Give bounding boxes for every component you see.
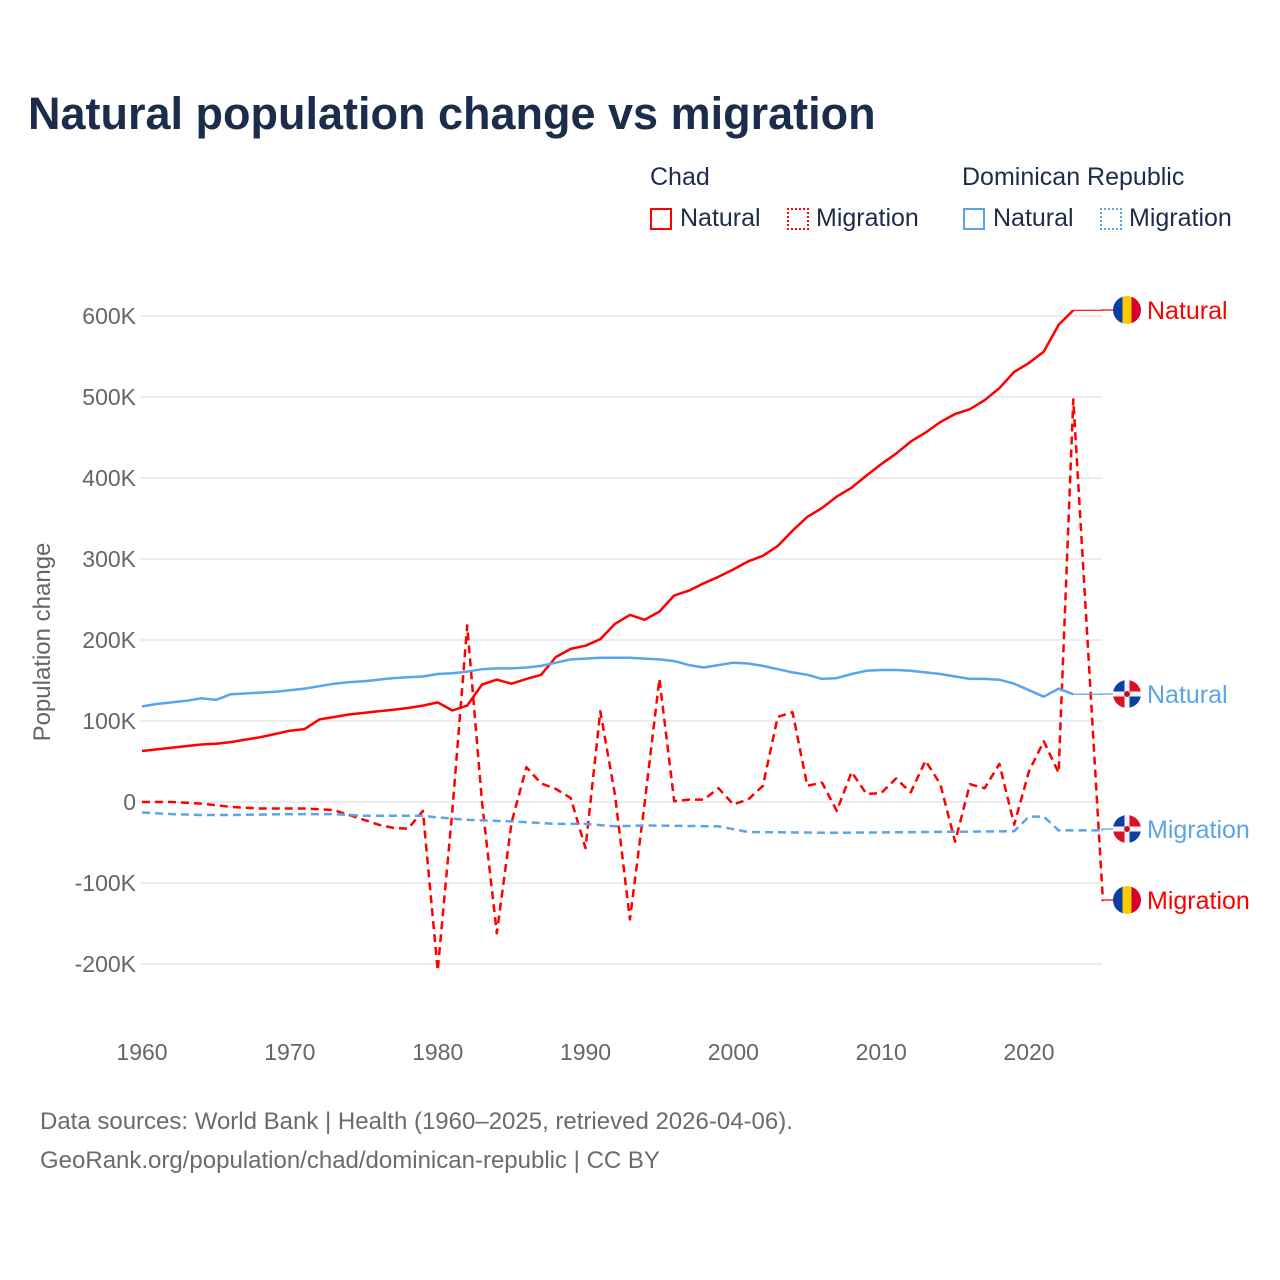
- end-label: Natural: [1147, 681, 1228, 709]
- footer-link[interactable]: GeoRank.org/population/chad/dominican-re…: [40, 1147, 660, 1174]
- legend-swatch-chad-migration: [787, 208, 809, 230]
- legend-swatch-chad-natural: [650, 208, 672, 230]
- flag-clip: [1113, 815, 1141, 843]
- label-connector: [1101, 899, 1113, 902]
- dominican-republic-flag-icon: [1113, 815, 1141, 843]
- y-tick-label: 300K: [82, 546, 136, 572]
- x-tick-label: 2000: [708, 1039, 759, 1065]
- legend-group-dominican-republic: Dominican Republic: [962, 163, 1185, 191]
- series-line-chad-migration: [142, 398, 1105, 972]
- x-tick-label: 1990: [560, 1039, 611, 1065]
- footer-sources: Data sources: World Bank | Health (1960–…: [40, 1108, 793, 1135]
- chart-title: Natural population change vs migration: [28, 88, 876, 139]
- legend-item-dr-migration[interactable]: Migration: [1129, 204, 1232, 232]
- x-tick-label: 2020: [1003, 1039, 1054, 1065]
- flag-quarter: [1113, 696, 1125, 708]
- chad-flag-icon: [1113, 886, 1141, 914]
- y-tick-label: -100K: [75, 870, 137, 896]
- legend-item-chad-natural[interactable]: Natural: [680, 204, 761, 232]
- y-tick-label: 600K: [82, 303, 136, 329]
- end-label: Migration: [1147, 816, 1250, 844]
- x-tick-label: 1980: [412, 1039, 463, 1065]
- legend-group-chad: Chad: [650, 163, 710, 191]
- legend-swatch-dr-natural: [963, 208, 985, 230]
- series-line-dominican-republic-natural: [141, 656, 1074, 708]
- flag-stripe: [1113, 886, 1123, 914]
- y-tick-label: 0: [123, 789, 136, 815]
- flag-stripe: [1122, 886, 1132, 914]
- dominican-republic-flag-icon: [1113, 680, 1141, 708]
- y-axis-label: Population change: [29, 543, 56, 742]
- end-label: Migration: [1147, 887, 1250, 915]
- flag-clip: [1113, 886, 1141, 914]
- end-label: Natural: [1147, 297, 1228, 325]
- flag-quarter: [1113, 831, 1125, 843]
- legend-swatch-dr-migration: [1100, 208, 1122, 230]
- x-tick-label: 1970: [264, 1039, 315, 1065]
- flag-stripe: [1131, 296, 1141, 324]
- y-tick-label: 100K: [82, 708, 136, 734]
- chad-flag-icon: [1113, 296, 1141, 324]
- flag-stripe: [1113, 296, 1123, 324]
- flag-emblem: [1124, 691, 1130, 697]
- flag-clip: [1113, 296, 1141, 324]
- y-tick-label: 200K: [82, 627, 136, 653]
- flag-clip: [1113, 680, 1141, 708]
- flag-emblem: [1124, 826, 1130, 832]
- label-connector: [1101, 828, 1113, 831]
- series-line-chad-natural: [141, 309, 1075, 753]
- flag-quarter: [1113, 815, 1125, 827]
- y-tick-label: 400K: [82, 465, 136, 491]
- legend-item-chad-migration[interactable]: Migration: [816, 204, 919, 232]
- flag-quarter: [1129, 815, 1141, 827]
- flag-quarter: [1113, 680, 1125, 692]
- x-tick-label: 1960: [116, 1039, 167, 1065]
- legend-item-dr-natural[interactable]: Natural: [993, 204, 1074, 232]
- y-tick-label: -200K: [75, 951, 137, 977]
- flag-stripe: [1122, 296, 1132, 324]
- flag-stripe: [1131, 886, 1141, 914]
- x-tick-label: 2010: [856, 1039, 907, 1065]
- flag-quarter: [1129, 696, 1141, 708]
- y-tick-label: 500K: [82, 384, 136, 410]
- flag-quarter: [1129, 680, 1141, 692]
- flag-quarter: [1129, 831, 1141, 843]
